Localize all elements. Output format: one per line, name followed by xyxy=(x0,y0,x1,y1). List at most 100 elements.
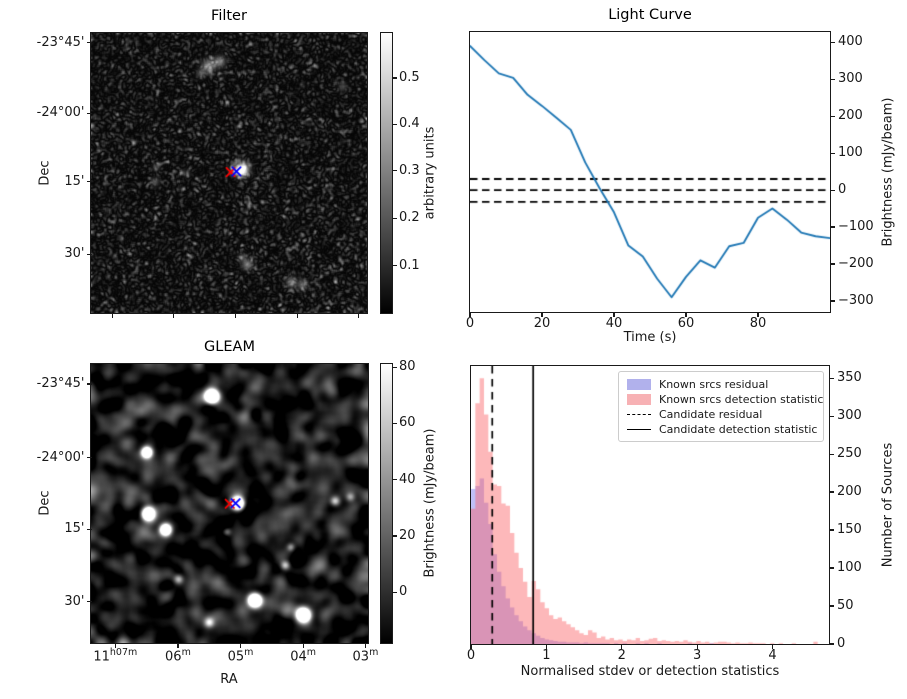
gleam-image-canvas xyxy=(91,364,368,643)
tick-mark xyxy=(830,300,835,302)
y-tick-label: 300 xyxy=(837,407,862,423)
filter-axes xyxy=(90,32,368,314)
tick-mark xyxy=(302,643,304,648)
tick-mark xyxy=(829,415,834,417)
y-tick-label: -24°00' xyxy=(36,449,85,465)
y-tick-label: 300 xyxy=(838,71,863,87)
filter-ylabel: Dec xyxy=(37,160,53,186)
y-tick-label: -23°45' xyxy=(36,34,85,50)
tick-mark xyxy=(621,644,623,649)
tick-mark xyxy=(87,383,92,385)
tick-mark xyxy=(829,491,834,493)
tick-mark xyxy=(393,217,397,219)
gleam-title: GLEAM xyxy=(204,339,255,355)
legend-swatch-residual xyxy=(627,378,651,390)
filter-image-canvas xyxy=(91,33,367,313)
tick-mark xyxy=(393,265,397,267)
y-tick-label: 0.5 xyxy=(399,69,420,85)
x-tick-label: 11h07m xyxy=(93,647,138,665)
tick-mark xyxy=(393,422,397,424)
y-tick-label: 0.1 xyxy=(399,257,420,273)
y-tick-label: 100 xyxy=(838,145,863,161)
x-tick-label: 80 xyxy=(749,316,767,331)
tick-mark xyxy=(87,42,92,44)
x-tick-label: 1 xyxy=(542,648,551,663)
tick-mark xyxy=(470,644,472,649)
tick-mark xyxy=(771,644,774,649)
filter-title: Filter xyxy=(211,8,247,24)
tick-mark xyxy=(111,313,113,318)
y-tick-label: 200 xyxy=(837,483,862,499)
legend-item-known-srcs-residual: Known srcs residual xyxy=(627,377,816,391)
y-tick-label: 400 xyxy=(838,34,863,50)
tick-mark xyxy=(173,313,175,318)
filter-colorbar xyxy=(380,32,393,314)
lightcurve-title: Light Curve xyxy=(608,7,692,23)
y-tick-label: 200 xyxy=(838,108,863,124)
legend-item-candidate-residual: Candidate residual xyxy=(627,407,816,421)
tick-mark xyxy=(545,644,547,649)
lightcurve-ylabel: Brightness (mJy/beam) xyxy=(880,97,896,247)
y-tick-label: -24°00' xyxy=(36,105,85,121)
tick-mark xyxy=(393,535,397,537)
tick-mark xyxy=(829,453,834,455)
y-tick-label: 15' xyxy=(64,173,85,189)
tick-mark xyxy=(829,605,834,607)
tick-mark xyxy=(87,253,92,255)
gleam-axes xyxy=(90,363,369,644)
x-tick-label: 3 xyxy=(692,648,702,663)
tick-mark xyxy=(829,529,834,531)
y-tick-label: 0 xyxy=(399,584,408,600)
y-tick-label: 0.3 xyxy=(399,162,420,178)
tick-mark xyxy=(613,312,615,317)
legend-label: Known srcs residual xyxy=(659,377,769,391)
y-tick-label: 0 xyxy=(838,181,847,197)
tick-mark xyxy=(393,123,397,125)
tick-mark xyxy=(234,313,237,318)
lightcurve-canvas xyxy=(470,32,830,312)
tick-mark xyxy=(541,312,543,317)
tick-mark xyxy=(177,643,179,648)
tick-mark xyxy=(830,78,835,80)
tick-mark xyxy=(114,643,116,648)
tick-mark xyxy=(364,643,367,648)
tick-mark xyxy=(296,313,298,318)
tick-mark xyxy=(829,377,834,379)
histogram-legend: Known srcs residual Known srcs detection… xyxy=(618,371,824,442)
x-tick-label: 60 xyxy=(677,316,695,331)
y-tick-label: 20 xyxy=(399,527,416,543)
histogram-xlabel: Normalised stdev or detection statistics xyxy=(520,664,780,679)
y-tick-label: 250 xyxy=(837,445,862,461)
tick-mark xyxy=(830,41,835,43)
y-tick-label: 150 xyxy=(837,521,862,537)
tick-mark xyxy=(757,312,759,317)
tick-mark xyxy=(830,189,835,191)
tick-mark xyxy=(469,312,471,317)
y-tick-label: 80 xyxy=(399,359,416,375)
x-tick-label: 03m xyxy=(352,647,379,665)
histogram-ylabel: Number of Sources xyxy=(880,442,896,568)
x-tick-label: 20 xyxy=(533,316,551,331)
y-tick-label: 100 xyxy=(837,559,862,575)
tick-mark xyxy=(393,77,397,79)
x-tick-label: 2 xyxy=(617,648,626,663)
legend-label: Known srcs detection statistic xyxy=(659,392,824,406)
y-tick-label: 60 xyxy=(399,415,416,431)
y-tick-label: 0 xyxy=(837,635,846,651)
lightcurve-axes xyxy=(469,31,831,313)
y-tick-label: 30' xyxy=(64,593,85,609)
legend-swatch-solid-line xyxy=(627,428,651,430)
tick-mark xyxy=(696,644,698,649)
tick-mark xyxy=(830,152,835,154)
gleam-colorbar-label: Brightness (mJy/beam) xyxy=(422,428,438,578)
tick-mark xyxy=(87,601,92,603)
legend-label: Candidate residual xyxy=(659,407,763,421)
legend-swatch-detection xyxy=(627,393,651,405)
y-tick-label: 15' xyxy=(64,521,85,537)
y-tick-label: 0.4 xyxy=(399,115,420,131)
y-tick-label: 50 xyxy=(837,597,854,613)
tick-mark xyxy=(830,226,835,228)
tick-mark xyxy=(830,263,835,265)
gleam-colorbar xyxy=(380,363,393,644)
